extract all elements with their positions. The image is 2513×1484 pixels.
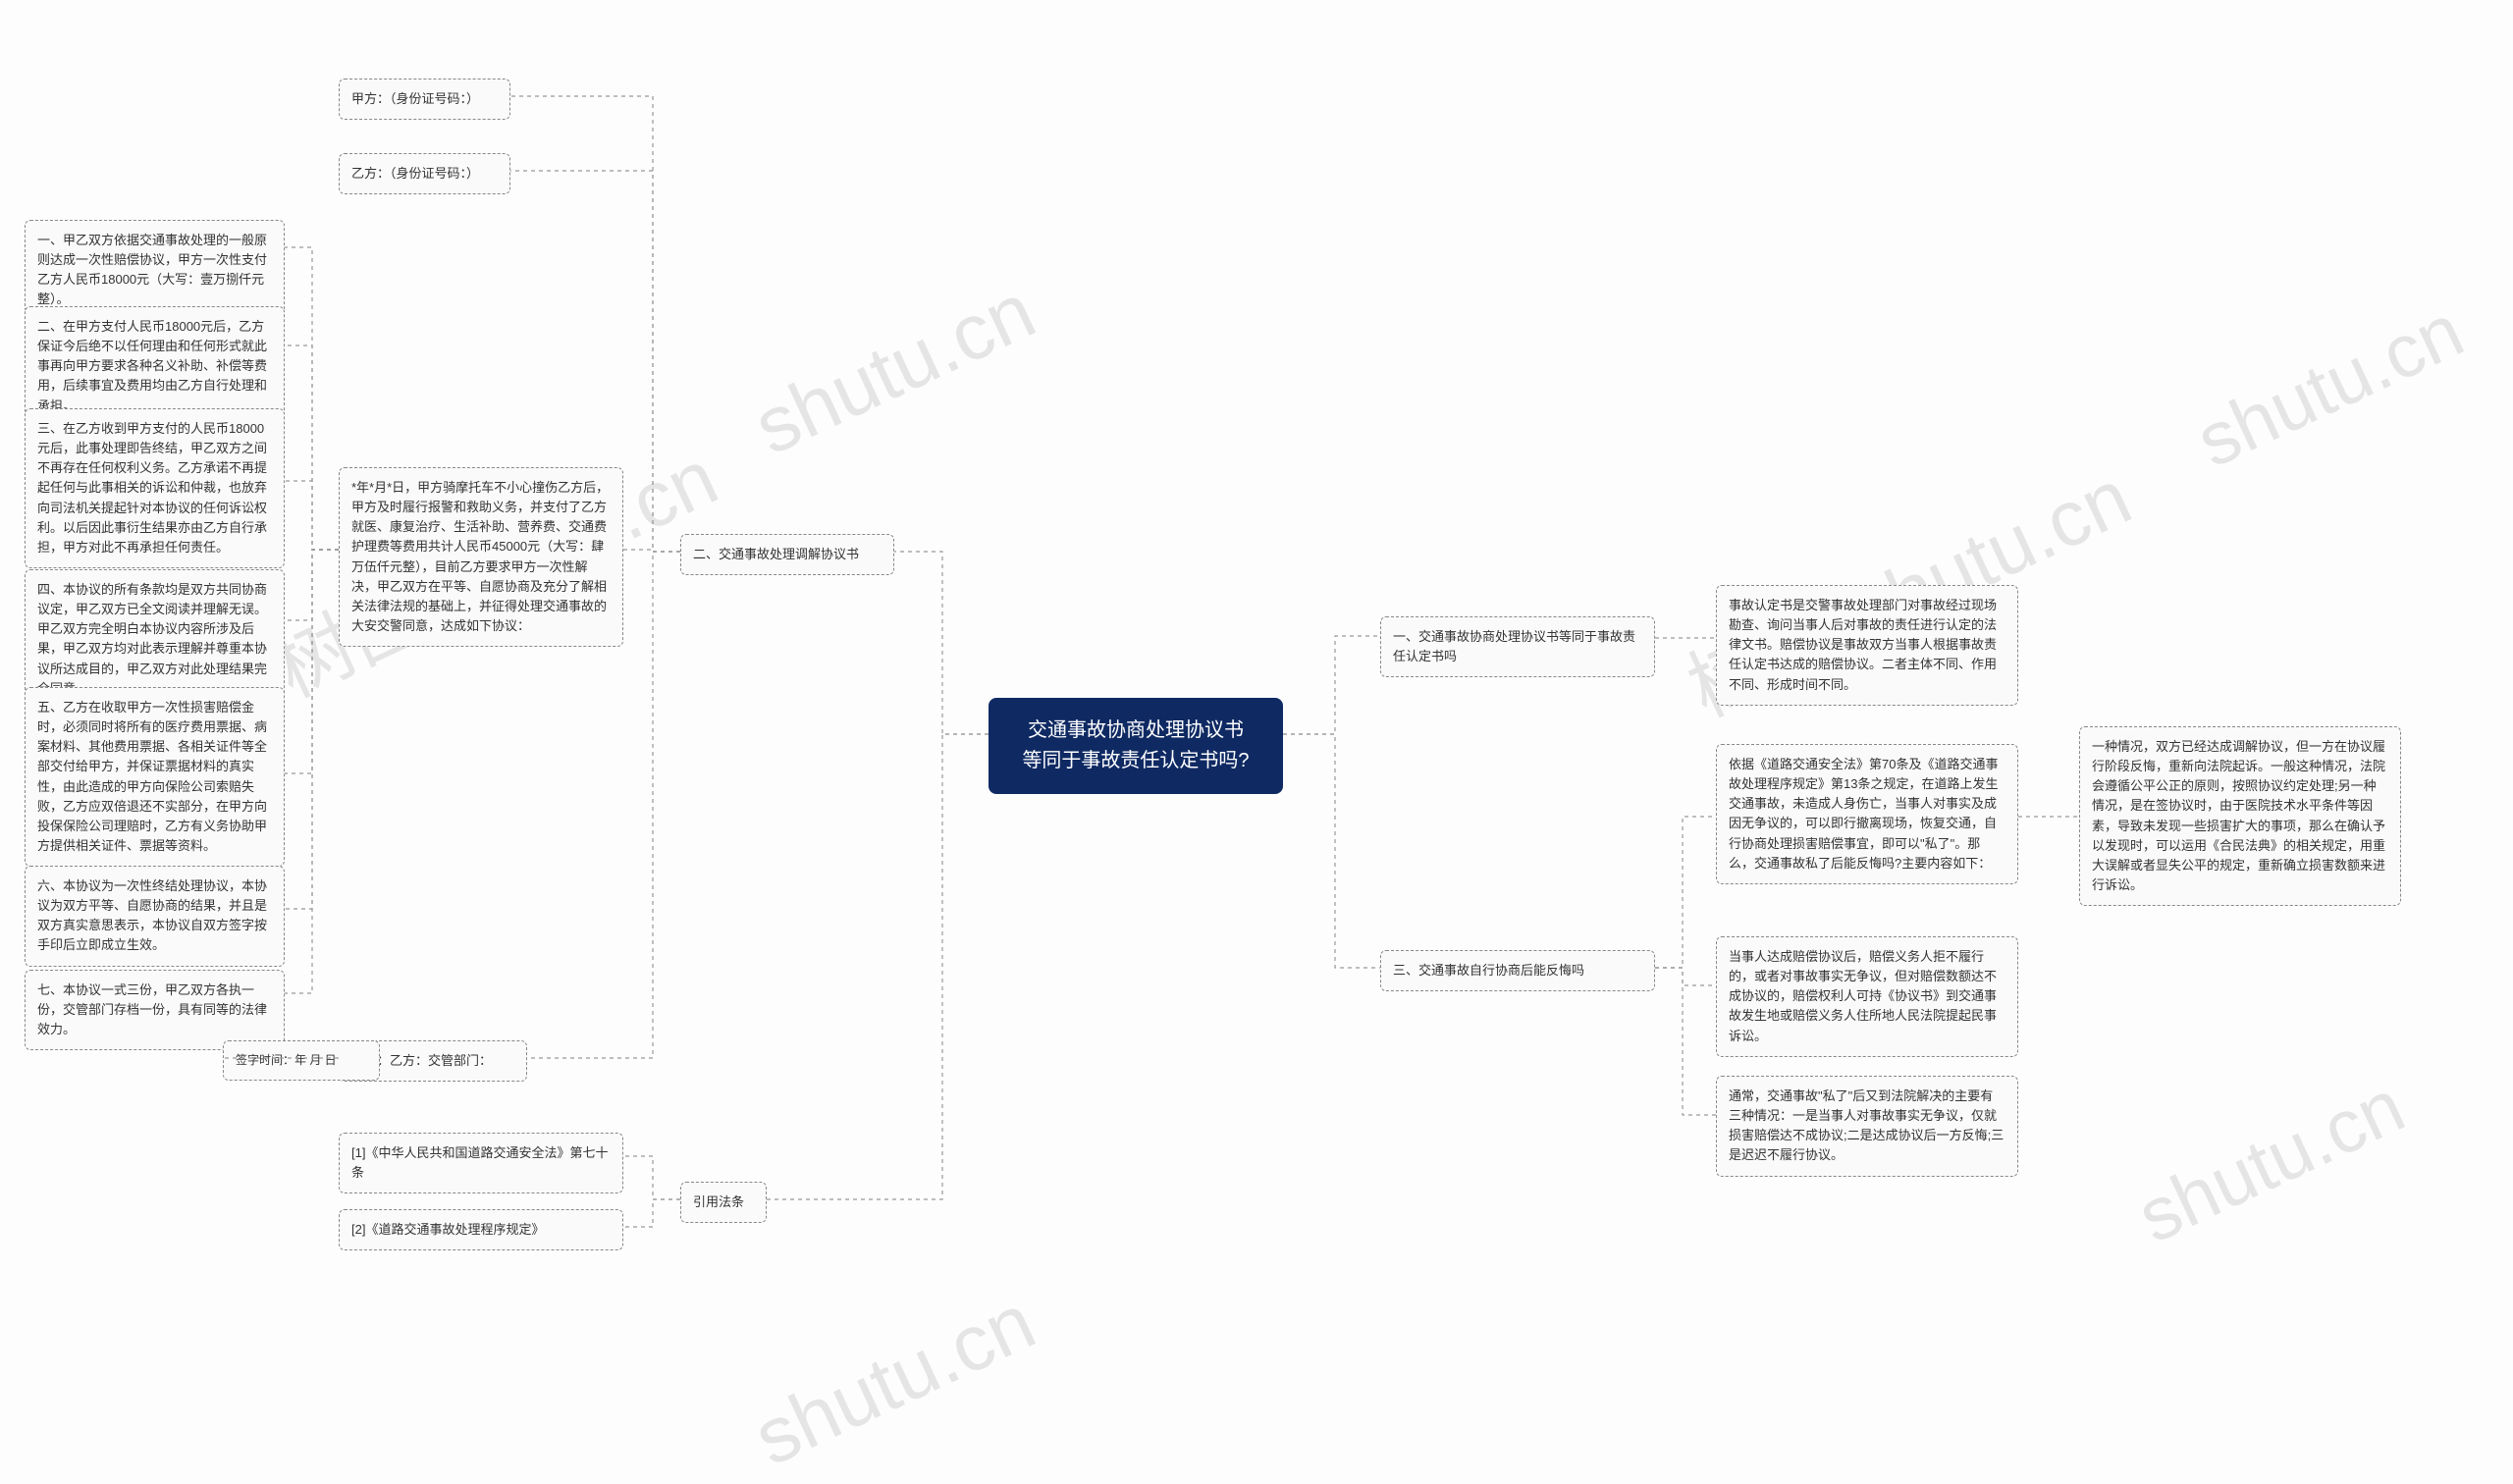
clause-3: 三、在乙方收到甲方支付的人民币18000元后，此事处理即告终结，甲乙双方之间不再… [25,408,285,568]
center-line1: 交通事故协商处理协议书 [1016,716,1256,746]
right-3-child3: 通常，交通事故"私了"后又到法院解决的主要有三种情况：一是当事人对事故事实无争议… [1716,1076,2018,1177]
clause-5: 五、乙方在收取甲方一次性损害赔偿金时，必须同时将所有的医疗费用票据、病案材料、其… [25,687,285,867]
citations-title: 引用法条 [680,1182,767,1223]
sig-line2: 签字时间：年 月 日 [223,1040,380,1081]
left-jia: 甲方：（身份证号码：） [339,79,510,120]
citation-1: [1]《中华人民共和国道路交通安全法》第七十条 [339,1133,623,1193]
right-1-title: 一、交通事故协商处理协议书等同于事故责任认定书吗 [1380,616,1655,677]
diagram-canvas: 树图 shutu.cn shutu.cn 树图 shutu.cn shutu.c… [0,0,2513,1425]
watermark: shutu.cn [741,265,1048,472]
left-yi: 乙方：（身份证号码：） [339,153,510,194]
center-line2: 等同于事故责任认定书吗? [1016,746,1256,776]
left-section2-title: 二、交通事故处理调解协议书 [680,534,894,575]
center-node: 交通事故协商处理协议书 等同于事故责任认定书吗? [989,698,1283,794]
right-3-child1-leaf: 一种情况，双方已经达成调解协议，但一方在协议履行阶段反悔，重新向法院起诉。一般这… [2079,726,2401,906]
clause-6: 六、本协议为一次性终结处理协议，本协议为双方平等、自愿协商的结果，并且是双方真实… [25,866,285,967]
right-3-child1-body: 依据《道路交通安全法》第70条及《道路交通事故处理程序规定》第13条之规定，在道… [1716,744,2018,884]
right-3-child2: 当事人达成赔偿协议后，赔偿义务人拒不履行的，或者对事故事实无争议，但对赔偿数额达… [1716,936,2018,1057]
watermark: shutu.cn [2184,288,2476,484]
watermark: shutu.cn [2125,1063,2417,1259]
clause-7: 七、本协议一式三份，甲乙双方各执一份，交管部门存档一份，具有同等的法律效力。 [25,970,285,1050]
left-intro: *年*月*日，甲方骑摩托车不小心撞伤乙方后，甲方及时履行报警和救助义务，并支付了… [339,467,623,647]
watermark: shutu.cn [741,1276,1048,1483]
right-3-title: 三、交通事故自行协商后能反悔吗 [1380,950,1655,991]
citation-2: [2]《道路交通事故处理程序规定》 [339,1209,623,1250]
right-1-body: 事故认定书是交警事故处理部门对事故经过现场勘查、询问当事人后对事故的责任进行认定… [1716,585,2018,706]
